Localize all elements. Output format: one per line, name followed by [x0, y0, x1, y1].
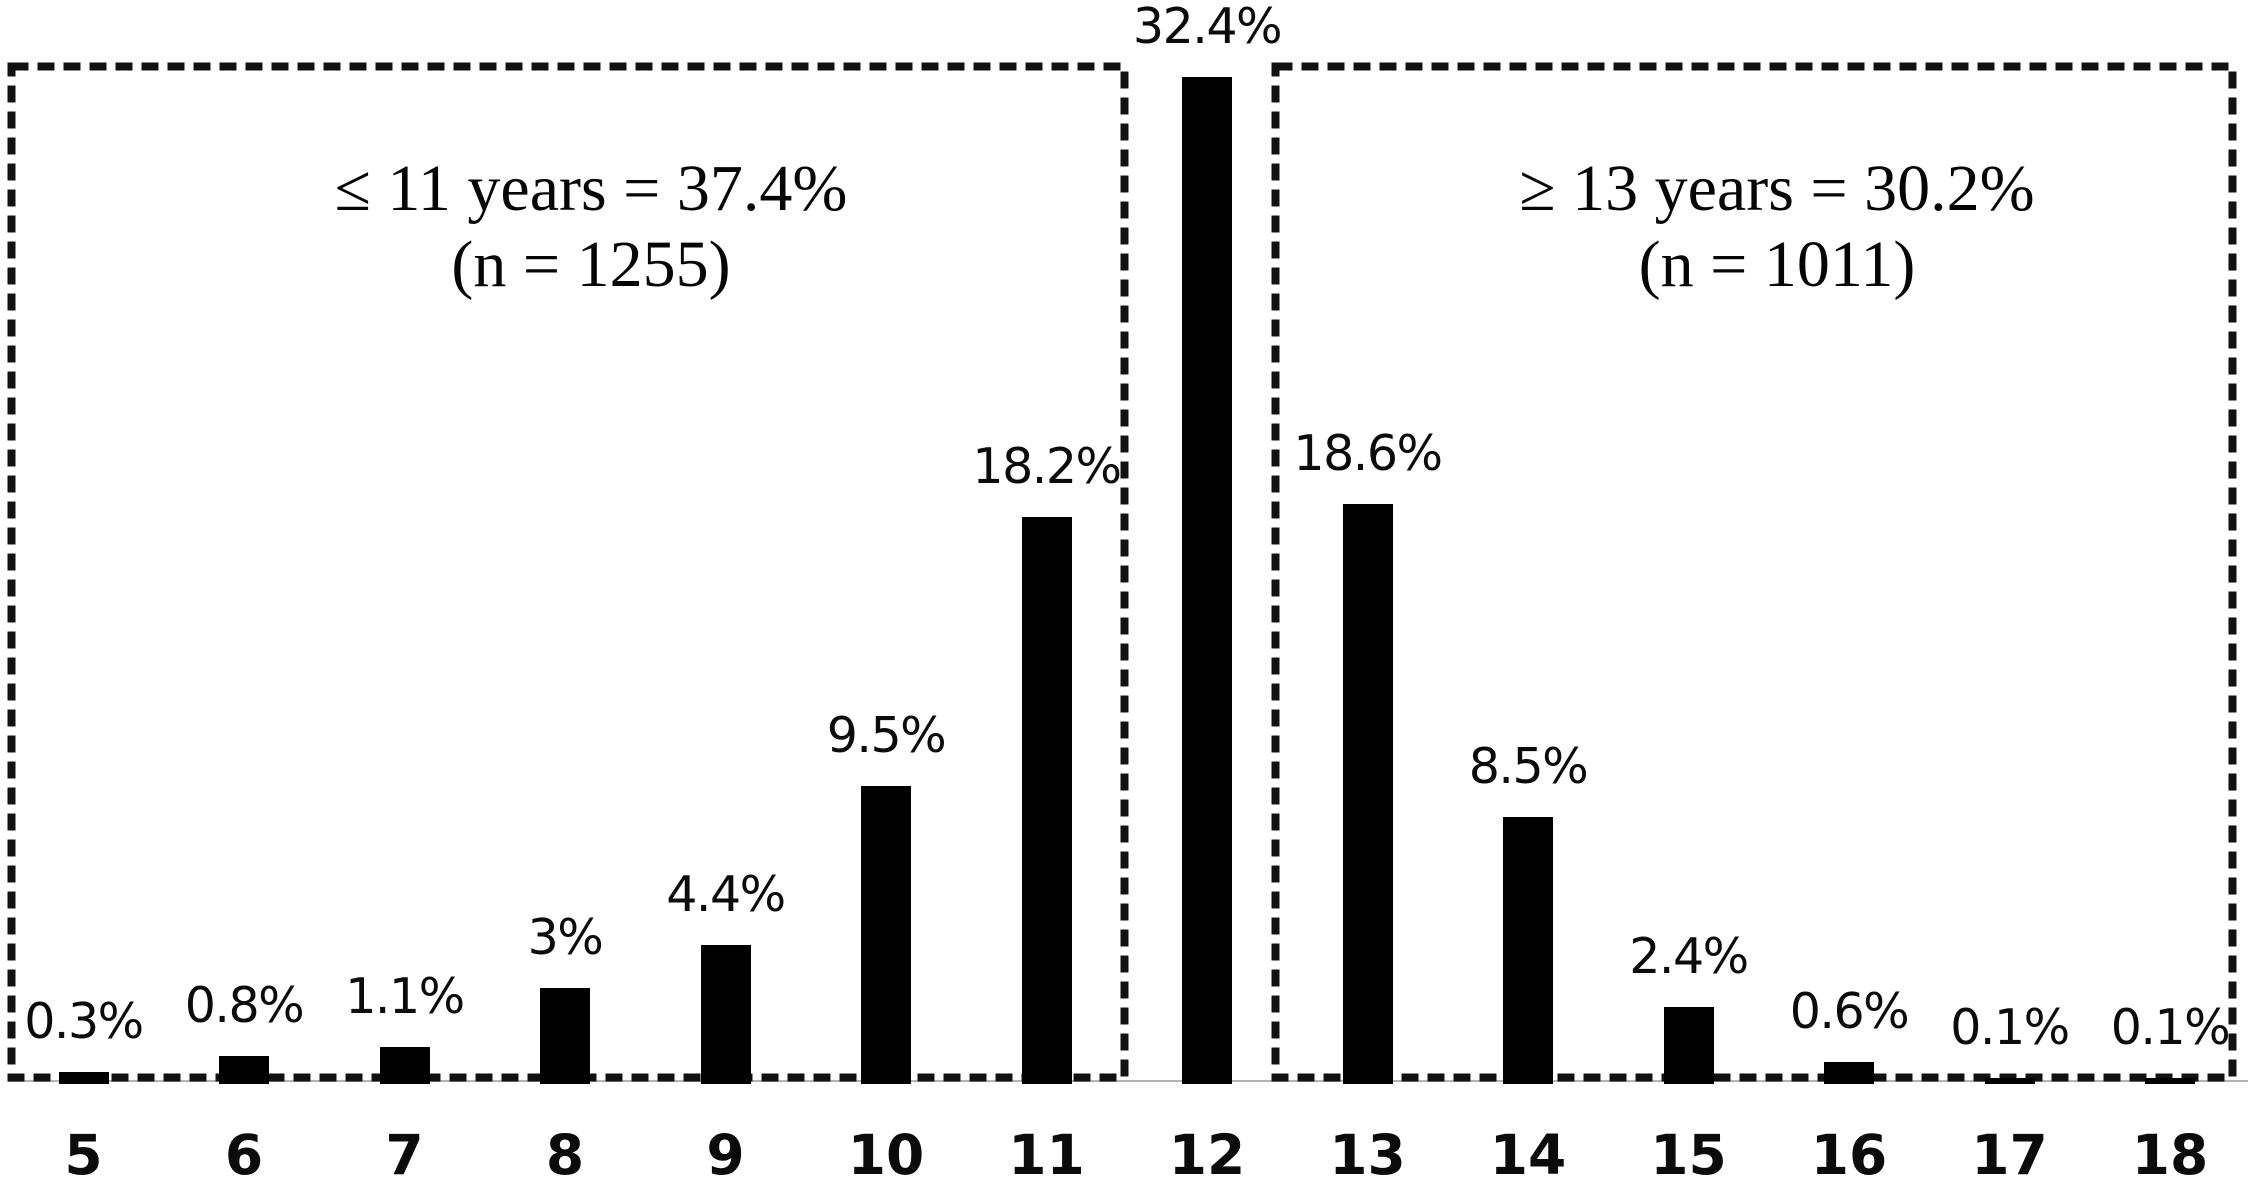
- x-axis-tick-label-17: 17: [1971, 1123, 2048, 1179]
- bar-18: [2145, 1078, 2195, 1084]
- right-group-annotation: ≥ 13 years = 30.2% (n = 1011): [1277, 151, 2256, 303]
- bar-value-label-11: 18.2%: [972, 438, 1122, 495]
- bar-8: [540, 988, 590, 1084]
- left-group-annotation-line1: ≤ 11 years = 37.4%: [334, 152, 848, 225]
- bar-17: [1984, 1078, 2035, 1084]
- bar-11: [1021, 517, 1072, 1084]
- left-group-annotation: ≤ 11 years = 37.4% (n = 1255): [91, 151, 1091, 303]
- bar-10: [861, 786, 911, 1084]
- bar-value-label-6: 0.8%: [184, 977, 305, 1034]
- x-axis-tick-label-15: 15: [1650, 1123, 1727, 1179]
- bar-value-label-14: 8.5%: [1468, 738, 1589, 795]
- bar-15: [1663, 1007, 1714, 1084]
- x-axis-tick-label-5: 5: [64, 1123, 103, 1179]
- bar-value-label-17: 0.1%: [1950, 999, 2070, 1056]
- bar-12: [1182, 77, 1232, 1084]
- bar-14: [1503, 817, 1553, 1084]
- bar-value-label-8: 3%: [527, 909, 604, 966]
- bar-16: [1824, 1062, 1874, 1084]
- bar-value-label-16: 0.6%: [1789, 983, 1910, 1040]
- left-group-annotation-line2: (n = 1255): [451, 228, 731, 301]
- x-axis-tick-label-7: 7: [385, 1123, 424, 1179]
- right-group-annotation-line2: (n = 1011): [1638, 228, 1916, 301]
- x-axis-tick-label-12: 12: [1168, 1123, 1246, 1179]
- bar-9: [700, 945, 751, 1084]
- bar-value-label-10: 9.5%: [826, 707, 947, 764]
- x-axis-tick-label-11: 11: [1008, 1123, 1085, 1179]
- x-axis-tick-label-16: 16: [1810, 1123, 1888, 1179]
- bar-6: [219, 1056, 269, 1084]
- x-axis-tick-label-14: 14: [1489, 1123, 1567, 1179]
- bar-5: [58, 1072, 109, 1084]
- x-axis-tick-label-9: 9: [706, 1123, 745, 1179]
- right-group-dashed-box: [1271, 62, 2237, 1082]
- bar-value-label-5: 0.3%: [24, 993, 144, 1050]
- x-axis-tick-label-10: 10: [847, 1123, 925, 1179]
- x-axis-tick-label-8: 8: [545, 1123, 585, 1179]
- bar-value-label-9: 4.4%: [666, 866, 786, 923]
- bar-value-label-18: 0.1%: [2110, 999, 2231, 1056]
- x-axis-tick-label-6: 6: [224, 1123, 264, 1179]
- bar-13: [1342, 504, 1393, 1084]
- x-axis-tick-label-18: 18: [2131, 1123, 2209, 1179]
- right-group-annotation-line1: ≥ 13 years = 30.2%: [1519, 152, 2035, 225]
- x-axis-tick-label-13: 13: [1329, 1123, 1406, 1179]
- bar-value-label-15: 2.4%: [1629, 928, 1749, 985]
- bar-value-label-13: 18.6%: [1293, 425, 1443, 482]
- bar-value-label-12: 32.4%: [1132, 0, 1283, 55]
- bar-7: [379, 1047, 430, 1084]
- bar-value-label-7: 1.1%: [345, 968, 465, 1025]
